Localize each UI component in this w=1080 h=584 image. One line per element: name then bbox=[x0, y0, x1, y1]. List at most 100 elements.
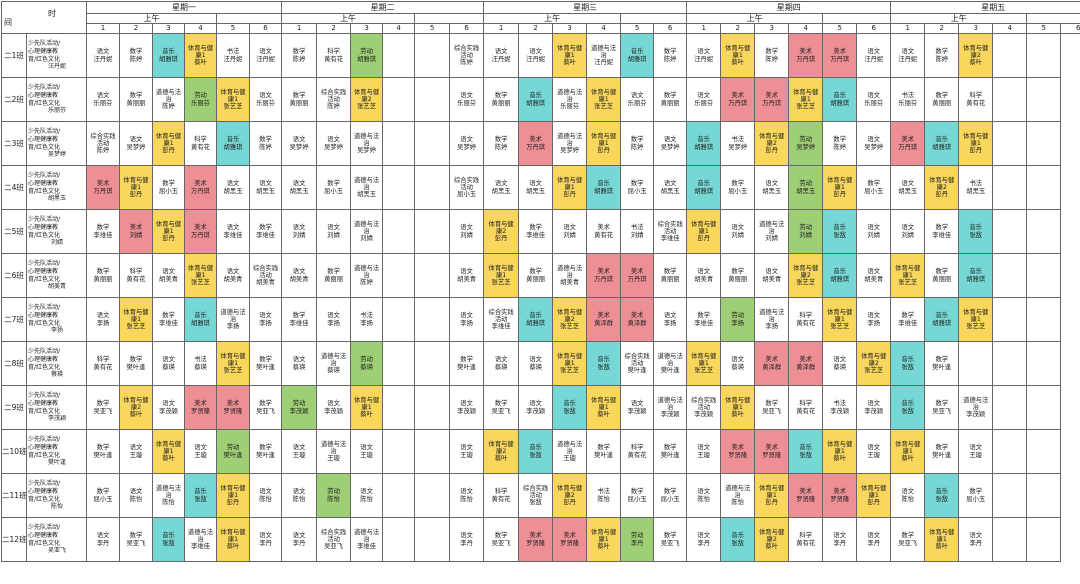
lesson-subject: 美术 bbox=[587, 224, 620, 231]
lesson-cell: 综合实践活动胡美青 bbox=[250, 254, 282, 298]
lesson-subject: 劳动 bbox=[789, 224, 822, 231]
lesson-subject: 语文 bbox=[282, 532, 316, 539]
lesson-cell: 数学吴亚飞 bbox=[484, 518, 519, 562]
lesson-subject: 数学 bbox=[721, 180, 754, 187]
lesson-subject: 语文 bbox=[450, 224, 483, 231]
lesson-subject: 音乐 bbox=[925, 488, 958, 495]
lesson-cell: 劳动李丹 bbox=[621, 518, 654, 562]
lesson-cell: 美术万丹琪 bbox=[87, 166, 120, 210]
lesson-cell: 音乐张敌 bbox=[721, 518, 755, 562]
lesson-subject: 综合实践活动 bbox=[654, 221, 686, 236]
lesson-cell: 数学陈婷 bbox=[654, 34, 687, 78]
lesson-cell bbox=[415, 430, 450, 474]
lesson-teacher: 张艺芝 bbox=[120, 323, 152, 330]
lesson-cell: 音乐胡雅琪 bbox=[217, 122, 250, 166]
class-row: 二6班少先队活动/心理健康教育/红色文化胡美青数学黄丽丽科学黄有花语文胡美青体育… bbox=[2, 254, 1080, 298]
lesson-subject: 数学 bbox=[925, 48, 958, 55]
lesson-cell: 语文李茂颖 bbox=[621, 386, 654, 430]
lesson-subject: 道德与法治 bbox=[317, 353, 350, 368]
period-number: 2 bbox=[120, 24, 153, 34]
lesson-subject: 综合实践活动 bbox=[621, 353, 653, 368]
lesson-teacher: 陈婷 bbox=[654, 56, 686, 63]
lesson-teacher: 胡雅琪 bbox=[185, 320, 216, 327]
activity-line: 育/红色文化 bbox=[28, 232, 86, 240]
lesson-teacher: 陈怡 bbox=[587, 496, 620, 503]
lesson-cell: 音乐胡雅琪 bbox=[823, 254, 857, 298]
lesson-cell: 语文乐丽芬 bbox=[450, 78, 484, 122]
lesson-cell: 数学陈婷 bbox=[282, 34, 317, 78]
lesson-teacher: 万丹琪 bbox=[185, 232, 216, 239]
lesson-cell: 数学樊叶逢 bbox=[587, 430, 621, 474]
period-number: 6 bbox=[250, 24, 282, 34]
lesson-cell: 音乐胡雅琪 bbox=[959, 254, 993, 298]
lesson-subject: 语文 bbox=[450, 488, 483, 495]
lesson-subject: 语文 bbox=[250, 180, 281, 187]
lesson-teacher: 李扬 bbox=[351, 320, 382, 327]
lesson-subject: 美术 bbox=[185, 400, 216, 407]
lesson-subject: 劳动 bbox=[351, 356, 382, 363]
lesson-subject: 美术 bbox=[519, 136, 552, 143]
lesson-cell: 语文王璇 bbox=[687, 430, 721, 474]
lesson-cell bbox=[993, 430, 1027, 474]
lesson-subject: 体育与健康1 bbox=[587, 397, 620, 412]
lesson-subject: 数学 bbox=[153, 180, 184, 187]
lesson-teacher: 樊叶逢 bbox=[217, 452, 249, 459]
lesson-subject: 体育与健康2 bbox=[857, 353, 890, 368]
lesson-cell: 道德与法治樊叶逢 bbox=[654, 342, 687, 386]
lesson-cell: 语文李丹 bbox=[823, 518, 857, 562]
half-day-blank bbox=[823, 14, 891, 24]
lesson-subject: 数学 bbox=[654, 268, 686, 275]
lesson-cell: 道德与法治吴梦婷 bbox=[351, 122, 383, 166]
lesson-cell: 道德与法治陈怡 bbox=[721, 474, 755, 518]
lesson-subject: 劳动 bbox=[185, 92, 216, 99]
lesson-cell bbox=[1027, 34, 1061, 78]
lesson-subject: 语文 bbox=[450, 400, 483, 407]
lesson-cell: 数学李维佳 bbox=[87, 210, 120, 254]
lesson-teacher: 罗贤隆 bbox=[823, 496, 856, 503]
lesson-teacher: 樊叶逢 bbox=[450, 364, 483, 371]
period-number: 3 bbox=[153, 24, 185, 34]
lesson-cell: 语文汪丹妮 bbox=[891, 34, 925, 78]
lesson-teacher: 吴梦婷 bbox=[857, 144, 890, 151]
lesson-cell: 语文刘婧 bbox=[857, 210, 891, 254]
lesson-subject: 科学 bbox=[484, 488, 518, 495]
lesson-subject: 数学 bbox=[153, 312, 184, 319]
lesson-cell: 语文刘婧 bbox=[282, 210, 317, 254]
lesson-teacher: 黄有花 bbox=[789, 540, 822, 547]
lesson-cell: 语文吴梦婷 bbox=[317, 122, 351, 166]
lesson-cell: 道德与法治汪丹妮 bbox=[587, 34, 621, 78]
lesson-cell: 语文陈怡 bbox=[450, 474, 484, 518]
lesson-subject: 体育与健康1 bbox=[217, 89, 249, 104]
lesson-teacher: 李维佳 bbox=[654, 235, 686, 242]
lesson-subject: 音乐 bbox=[823, 92, 856, 99]
lesson-teacher: 吴亚飞 bbox=[250, 408, 281, 415]
lesson-teacher: 张敌 bbox=[153, 540, 184, 547]
lesson-teacher: 汪丹妮 bbox=[891, 56, 924, 63]
lesson-subject: 体育与健康1 bbox=[587, 529, 620, 544]
lesson-cell: 美术万丹琪 bbox=[185, 166, 217, 210]
lesson-cell: 数学屈小玉 bbox=[721, 166, 755, 210]
lesson-teacher: 彭丹 bbox=[120, 191, 152, 198]
lesson-subject: 音乐 bbox=[925, 312, 958, 319]
lesson-cell: 综合实践活动樊叶逢 bbox=[621, 342, 654, 386]
lesson-teacher: 陈婷 bbox=[250, 144, 281, 151]
activity-line: 心理健康教 bbox=[28, 92, 86, 100]
lesson-teacher: 张敌 bbox=[789, 452, 822, 459]
lesson-subject: 音乐 bbox=[891, 400, 924, 407]
period-number: 1 bbox=[891, 24, 925, 34]
lesson-cell bbox=[415, 34, 450, 78]
lesson-teacher: 万丹琪 bbox=[789, 56, 822, 63]
lesson-teacher: 李扬 bbox=[721, 320, 754, 327]
lesson-teacher: 李茂颖 bbox=[654, 411, 686, 418]
lesson-teacher: 陈怡 bbox=[282, 496, 316, 503]
